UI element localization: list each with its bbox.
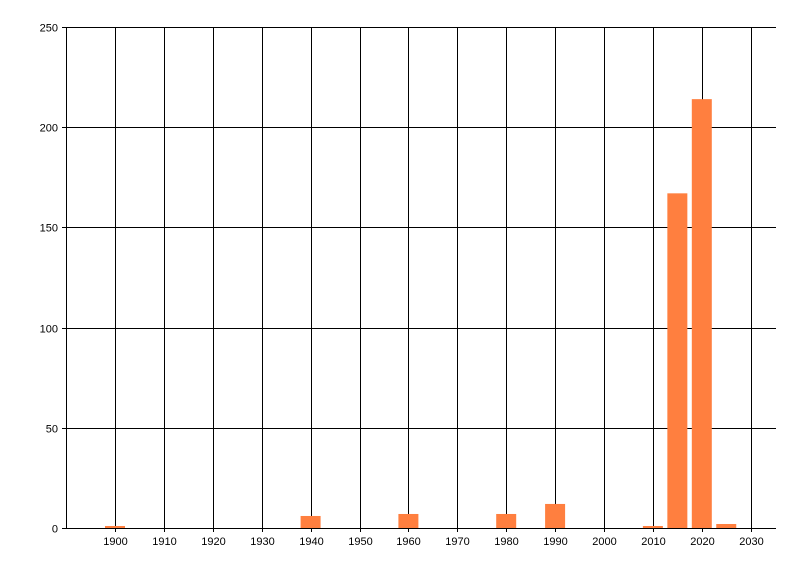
x-tick-label: 1950	[348, 536, 372, 548]
tick-labels: 1900 1910 1920 1930 1940 1950 1960 1970 1980 1990…	[40, 23, 764, 549]
y-tick-label: 200	[40, 123, 58, 135]
x-tick-label: 1960	[396, 536, 420, 548]
bar-2025	[716, 523, 737, 528]
y-tick-label: 250	[40, 23, 58, 35]
x-tick-label: 2000	[592, 536, 616, 548]
x-tick-label: 1920	[201, 536, 225, 548]
y-tick-label: 50	[46, 424, 58, 436]
x-tick-label: 1940	[299, 536, 323, 548]
x-tick-label: 2030	[739, 536, 763, 548]
bar-1960	[398, 513, 419, 528]
x-tick-label: 1970	[445, 536, 469, 548]
bar-2020	[691, 99, 712, 529]
x-tick-label: 1990	[543, 536, 567, 548]
x-tick-label: 1930	[250, 536, 274, 548]
x-tick-label: 1900	[103, 536, 127, 548]
bars	[105, 99, 737, 529]
bar-1980	[496, 513, 517, 528]
bar-1900	[105, 525, 125, 528]
bar-1940	[300, 515, 321, 528]
bar-2010	[642, 525, 663, 528]
bar-2015	[667, 193, 688, 528]
x-tick-label: 2020	[690, 536, 714, 548]
axes	[66, 27, 776, 529]
y-tick-label: 150	[40, 223, 58, 235]
y-tick-label: 100	[40, 324, 58, 336]
x-tick-label: 2010	[641, 536, 665, 548]
y-tick-label: 0	[52, 524, 58, 536]
bar-1990	[545, 503, 566, 528]
x-tick-label: 1980	[494, 536, 518, 548]
x-tick-label: 1910	[152, 536, 176, 548]
